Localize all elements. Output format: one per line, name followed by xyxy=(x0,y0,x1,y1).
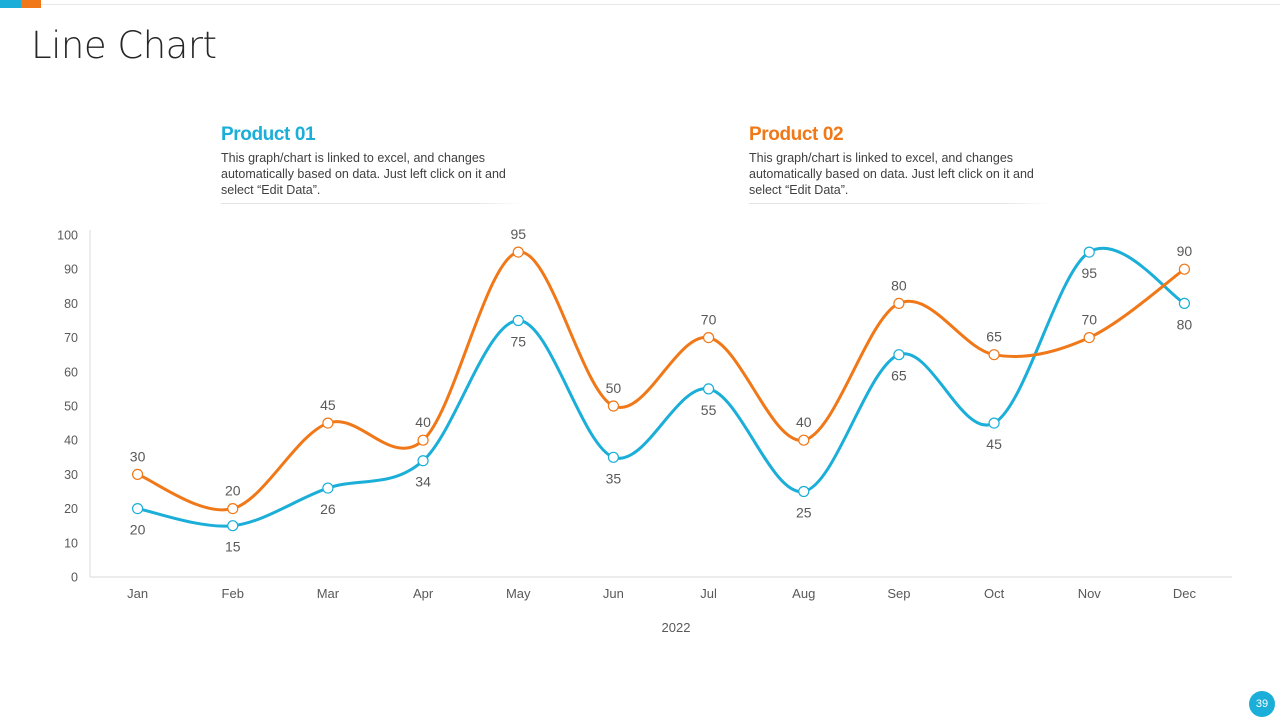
y-tick-label: 10 xyxy=(64,536,78,550)
series-line-product-02[interactable] xyxy=(136,250,1186,512)
data-label-product-01: 34 xyxy=(415,474,431,490)
accent-bar-blue xyxy=(0,0,21,8)
data-label-product-01: 95 xyxy=(1081,265,1097,281)
y-tick-label: 70 xyxy=(64,331,78,345)
data-label-product-02: 80 xyxy=(891,277,907,293)
y-tick-label: 90 xyxy=(64,263,78,277)
data-label-product-01: 35 xyxy=(606,470,622,486)
data-label-product-02: 90 xyxy=(1177,243,1193,259)
y-tick-label: 50 xyxy=(64,400,78,414)
x-tick-label: Dec xyxy=(1173,586,1197,601)
data-label-product-02: 50 xyxy=(606,380,622,396)
data-point-product-02[interactable] xyxy=(322,417,334,429)
legend-product-02: Product 02 This graph/chart is linked to… xyxy=(749,124,1061,204)
data-point-product-01[interactable] xyxy=(1083,246,1095,258)
x-tick-label: Jun xyxy=(603,586,624,601)
data-point-product-02[interactable] xyxy=(798,434,810,446)
data-point-product-02[interactable] xyxy=(227,503,239,515)
x-tick-label: May xyxy=(506,586,531,601)
data-label-product-01: 26 xyxy=(320,501,336,517)
x-tick-label: Sep xyxy=(887,586,910,601)
data-point-product-01[interactable] xyxy=(798,485,810,498)
data-label-product-02: 20 xyxy=(225,483,241,499)
legend-product-02-description: This graph/chart is linked to excel, and… xyxy=(749,151,1034,197)
data-label-product-01: 45 xyxy=(986,436,1002,452)
data-point-product-02[interactable] xyxy=(702,332,715,344)
header-rule xyxy=(41,4,1280,5)
data-point-product-01[interactable] xyxy=(131,503,144,515)
x-tick-label: Feb xyxy=(222,586,244,601)
x-tick-label: Apr xyxy=(413,586,434,601)
data-label-product-02: 70 xyxy=(1081,312,1097,328)
data-label-product-01: 65 xyxy=(891,368,907,384)
data-point-product-01[interactable] xyxy=(702,383,715,395)
y-tick-label: 0 xyxy=(71,571,78,585)
data-label-product-02: 40 xyxy=(415,414,431,430)
data-label-product-02: 95 xyxy=(510,226,526,242)
y-tick-label: 80 xyxy=(64,297,78,311)
data-point-product-02[interactable] xyxy=(1178,263,1191,275)
y-tick-label: 60 xyxy=(64,365,78,379)
series-line-product-01[interactable] xyxy=(136,246,1186,528)
data-point-product-02[interactable] xyxy=(893,297,905,309)
data-point-product-02[interactable] xyxy=(988,349,1000,361)
legend-product-02-divider xyxy=(749,203,1049,204)
data-point-product-01[interactable] xyxy=(227,520,239,532)
data-point-product-02[interactable] xyxy=(417,434,429,446)
x-tick-label: Nov xyxy=(1078,586,1102,601)
data-label-product-01: 75 xyxy=(510,334,526,350)
data-point-product-01[interactable] xyxy=(417,455,429,467)
data-label-product-02: 45 xyxy=(320,397,336,413)
data-label-product-01: 55 xyxy=(701,402,717,418)
y-tick-label: 20 xyxy=(64,502,78,516)
legend-product-02-title: Product 02 xyxy=(749,124,844,145)
data-point-product-02[interactable] xyxy=(1083,332,1095,344)
x-tick-label: Aug xyxy=(792,586,815,601)
x-tick-label: Jan xyxy=(127,586,148,601)
data-label-product-02: 30 xyxy=(130,448,146,464)
x-tick-label: Jul xyxy=(700,586,717,601)
y-tick-label: 40 xyxy=(64,434,78,448)
data-label-product-02: 65 xyxy=(986,329,1002,345)
x-tick-label: Mar xyxy=(317,586,340,601)
y-tick-label: 100 xyxy=(57,229,78,243)
legend-product-01-description: This graph/chart is linked to excel, and… xyxy=(221,151,506,197)
legend-product-01: Product 01 This graph/chart is linked to… xyxy=(221,124,533,204)
accent-bar-orange xyxy=(21,0,41,8)
data-point-product-01[interactable] xyxy=(988,417,1000,429)
data-label-product-01: 20 xyxy=(130,522,146,538)
y-tick-label: 30 xyxy=(64,468,78,482)
data-point-product-01[interactable] xyxy=(893,349,905,361)
data-label-product-01: 15 xyxy=(225,539,241,555)
legend-product-01-divider xyxy=(221,203,521,204)
legend-product-01-title: Product 01 xyxy=(221,124,316,145)
data-point-product-02[interactable] xyxy=(607,400,620,412)
data-point-product-01[interactable] xyxy=(607,451,620,463)
x-tick-label: Oct xyxy=(984,586,1005,601)
data-label-product-01: 25 xyxy=(796,505,812,521)
slide-title: Line Chart xyxy=(31,24,217,67)
data-label-product-02: 70 xyxy=(701,312,717,328)
data-point-product-02[interactable] xyxy=(512,246,524,258)
data-point-product-01[interactable] xyxy=(1178,297,1191,309)
data-label-product-01: 80 xyxy=(1177,316,1193,332)
page-number-badge: 39 xyxy=(1249,691,1275,717)
data-label-product-02: 40 xyxy=(796,414,812,430)
data-point-product-01[interactable] xyxy=(322,482,334,494)
x-axis-title: 2022 xyxy=(662,620,691,635)
data-point-product-02[interactable] xyxy=(131,468,144,480)
data-point-product-01[interactable] xyxy=(512,314,524,327)
